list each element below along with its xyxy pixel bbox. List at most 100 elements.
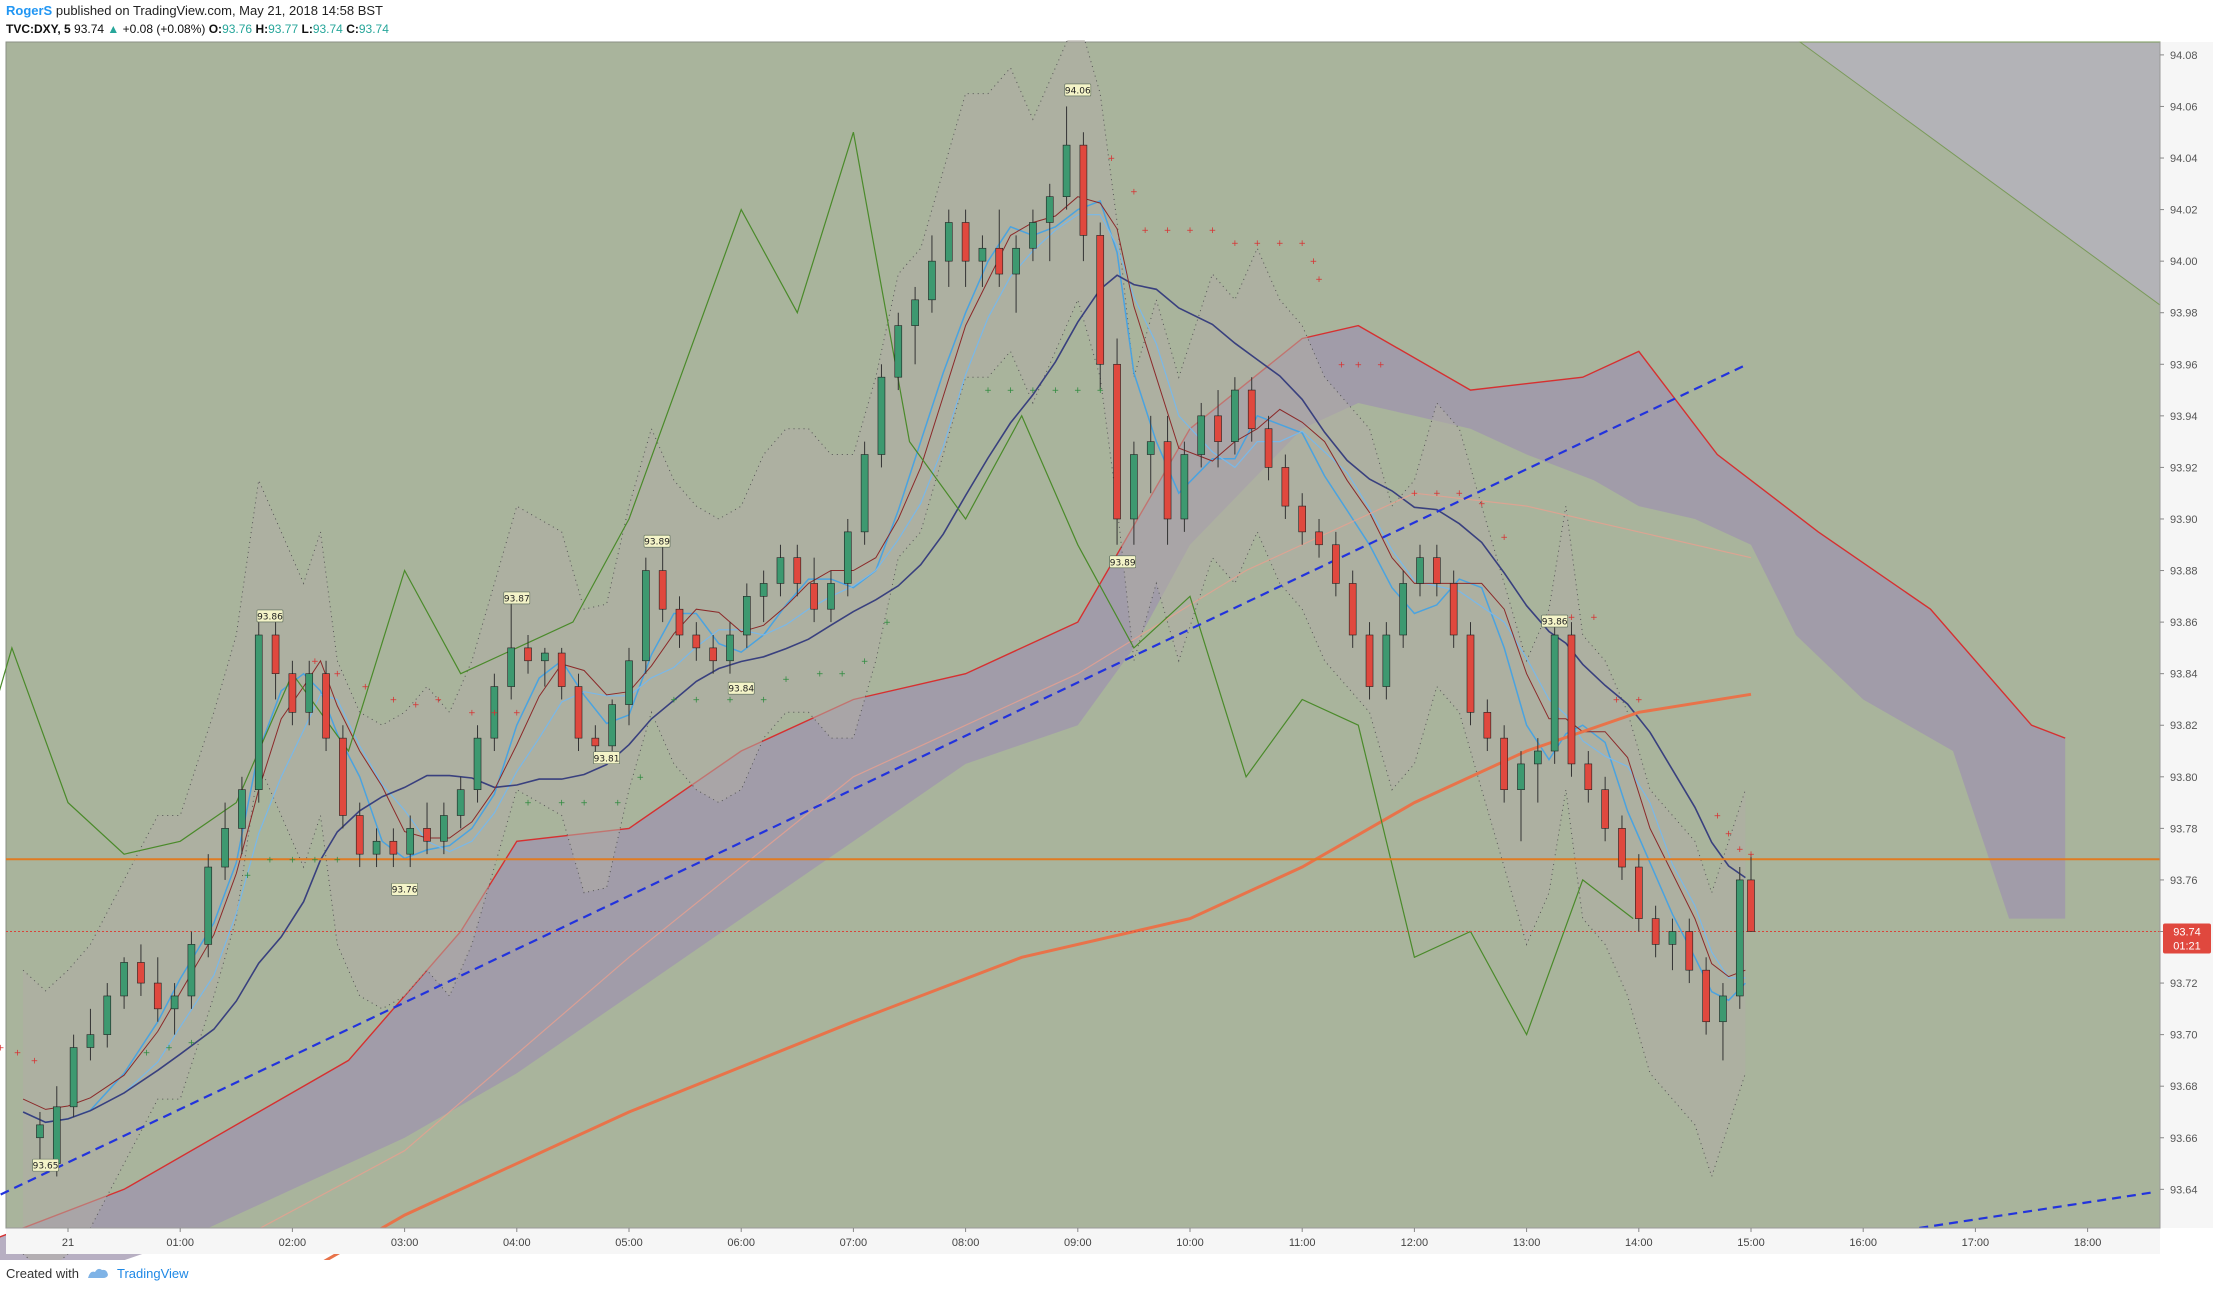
candle-body <box>440 815 448 842</box>
y-tick-label: 93.94 <box>2170 411 2198 423</box>
candle-body <box>557 652 566 687</box>
y-tick-label: 93.96 <box>2170 359 2198 371</box>
price-annotation-text: 93.81 <box>594 754 620 764</box>
x-tick-label: 15:00 <box>1737 1237 1765 1249</box>
sar-marker: + <box>513 708 521 718</box>
sar-marker: + <box>1315 275 1323 285</box>
y-tick-label: 93.68 <box>2170 1081 2198 1093</box>
candle-body <box>1197 415 1206 455</box>
sar-marker: + <box>1456 489 1464 499</box>
candle-body <box>608 704 616 747</box>
candle-body <box>574 686 583 739</box>
y-tick-label: 93.82 <box>2170 720 2198 732</box>
x-tick-label: 08:00 <box>952 1237 980 1249</box>
price-annotation-box <box>1541 614 1568 628</box>
sar-marker: + <box>1377 360 1385 370</box>
y-tick-label: 93.90 <box>2170 514 2198 526</box>
author-link[interactable]: RogerS <box>6 3 53 18</box>
sar-marker: + <box>580 799 588 809</box>
sar-marker: + <box>334 670 342 680</box>
candle-body <box>928 260 936 301</box>
x-tick-label: 09:00 <box>1064 1237 1092 1249</box>
low-value: 93.74 <box>312 22 343 36</box>
candle-body <box>423 828 431 842</box>
candle-body <box>1365 634 1374 687</box>
tradingview-link[interactable]: TradingView <box>116 1265 189 1281</box>
open-value: 93.76 <box>222 22 253 36</box>
sar-marker: + <box>0 1044 4 1054</box>
trend-line <box>0 363 1748 1196</box>
sar-marker: + <box>1141 226 1149 236</box>
sar-marker: + <box>558 799 566 809</box>
candle-body <box>137 962 145 984</box>
candle-body <box>271 634 280 674</box>
price-chart[interactable]: + + + + + + + + + + + + + + + + + + + + + + + + + + + + + + + + + + + + + + + +… <box>0 40 2213 1260</box>
candle-body <box>1332 544 1340 584</box>
y-tick-label: 93.76 <box>2170 875 2198 887</box>
sar-marker: + <box>1355 360 1363 370</box>
sar-marker: + <box>984 386 992 396</box>
sar-marker: + <box>1074 386 1082 396</box>
sar-marker: + <box>670 695 678 705</box>
y-tick-label: 93.72 <box>2170 978 2198 990</box>
candle-body <box>743 596 751 636</box>
candle-body <box>1113 363 1121 520</box>
x-tick-label: 14:00 <box>1625 1237 1653 1249</box>
sar-marker: + <box>1338 360 1346 370</box>
x-tick-label: 01:00 <box>166 1237 194 1249</box>
x-tick-label: 21 <box>62 1237 74 1249</box>
price-annotation: 93.89 <box>1109 555 1136 569</box>
candle-body <box>1534 750 1542 765</box>
candle-body <box>322 673 330 739</box>
candle-body <box>759 583 768 597</box>
symbol-label[interactable]: TVC:DXY, 5 <box>6 22 71 36</box>
price-annotation-box <box>32 1158 59 1172</box>
candle-body <box>1096 235 1105 365</box>
y-tick-label: 93.98 <box>2170 308 2198 320</box>
candle-body <box>507 647 515 687</box>
candle-body <box>675 608 684 636</box>
x-tick-label: 12:00 <box>1401 1237 1429 1249</box>
candle-body <box>810 583 818 610</box>
candle-body <box>389 840 398 855</box>
price-change: +0.08 (+0.08%) <box>122 22 206 36</box>
price-annotation-text: 93.86 <box>1542 618 1568 628</box>
y-tick-label: 94.08 <box>2170 50 2198 62</box>
candle-body <box>473 737 482 790</box>
x-tick-label: 02:00 <box>279 1237 307 1249</box>
candle-body <box>204 866 213 945</box>
sar-marker: + <box>165 1044 173 1054</box>
candle-body <box>625 660 633 705</box>
last-price-tag <box>2163 923 2211 954</box>
tradingview-logo-icon <box>87 1268 108 1278</box>
sar-marker: + <box>1433 489 1441 499</box>
candle-body <box>1163 441 1172 520</box>
candle-body <box>692 634 701 649</box>
sar-marker: + <box>1411 489 1419 499</box>
price-annotation-box <box>1109 555 1136 569</box>
candle-body <box>1500 737 1508 790</box>
candle-body <box>1618 828 1626 868</box>
candle-body <box>1517 763 1525 790</box>
x-tick-label: 06:00 <box>727 1237 755 1249</box>
candle-body <box>86 1034 95 1048</box>
sar-marker: + <box>1725 830 1733 840</box>
y-tick-label: 93.92 <box>2170 462 2198 474</box>
candle-body <box>238 789 246 829</box>
candle-body <box>1668 931 1677 945</box>
candle-body <box>877 376 886 455</box>
candle-body <box>490 686 499 739</box>
sar-marker: + <box>434 695 442 705</box>
y-tick-label: 93.70 <box>2170 1030 2198 1042</box>
y-tick-label: 93.78 <box>2170 823 2198 835</box>
candle-body <box>1399 583 1407 636</box>
close-value: 93.74 <box>358 22 389 36</box>
price-annotation: 93.86 <box>1541 614 1568 628</box>
candle-body <box>658 570 667 610</box>
candle-body <box>1747 879 1755 932</box>
candle-body <box>221 828 229 868</box>
volatility-band <box>23 40 1746 1260</box>
candle-body <box>1416 557 1424 584</box>
sar-marker: + <box>1096 386 1104 396</box>
candle-body <box>709 647 717 662</box>
